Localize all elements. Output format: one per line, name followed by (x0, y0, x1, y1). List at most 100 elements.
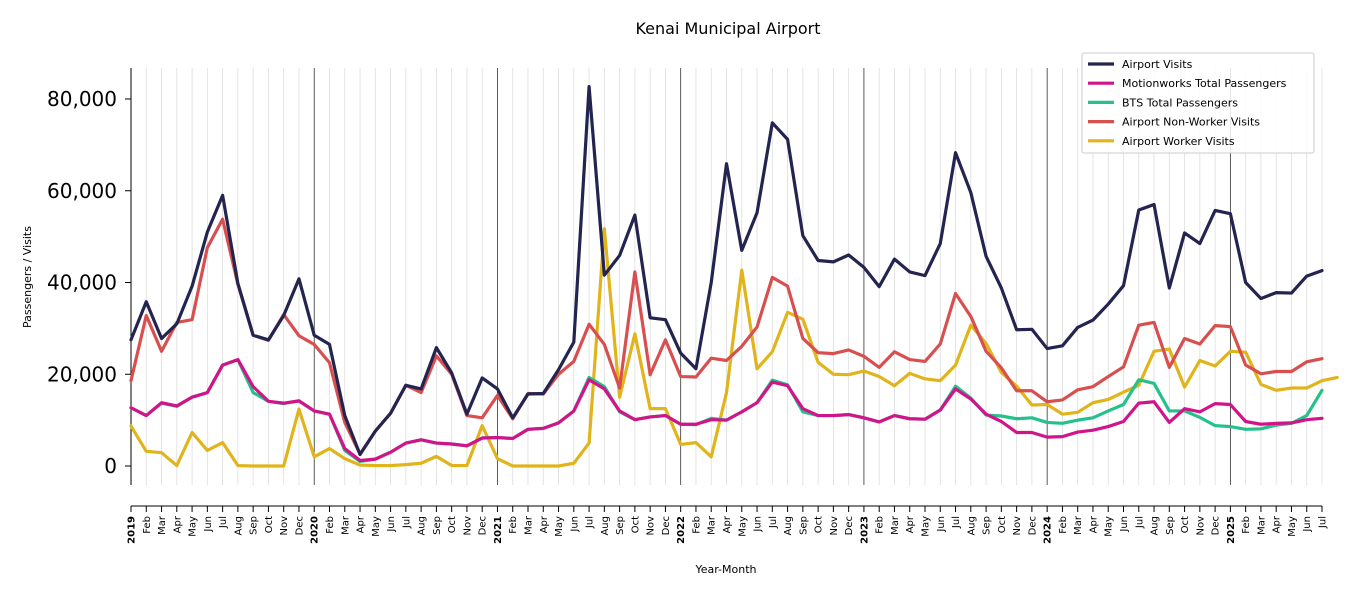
x-tick-label-month: May (921, 516, 932, 537)
x-tick-label-month: Jun (1302, 516, 1313, 533)
legend-label-motionworks-total-passengers: Motionworks Total Passengers (1122, 77, 1287, 90)
legend-items: Airport Visits Motionworks Total Passenge… (1088, 58, 1287, 148)
x-tick-label-month: Jul (1134, 516, 1145, 529)
x-tick-label-month: Dec (1211, 516, 1222, 535)
x-tick-label-month: Jul (1318, 516, 1329, 529)
x-tick-label-month: Dec (661, 516, 672, 535)
x-tick-label-month: Sep (1165, 516, 1176, 535)
x-tick-label-month: Aug (1150, 516, 1161, 536)
series-line-airport-visits (129, 85, 1324, 457)
x-tick-label-month: May (554, 516, 565, 537)
x-tick-label-month: Sep (432, 516, 443, 535)
y-tick-label: 0 (104, 454, 117, 478)
x-tick-label-month: Aug (600, 516, 611, 536)
x-tick-label-month: Dec (844, 516, 855, 535)
x-tick-label-year: 2021 (493, 516, 504, 544)
x-tick-label-month: Oct (1180, 516, 1191, 533)
x-tick-label-month: Jun (753, 516, 764, 533)
x-tick-label-month: Feb (691, 516, 702, 534)
x-tick-label-month: Apr (1272, 515, 1283, 533)
x-tick-label-month: Aug (966, 516, 977, 536)
series-line-motionworks-total-passengers (129, 357, 1324, 463)
x-tick-label-month: Feb (875, 516, 886, 534)
x-tick-label-year: 2025 (1226, 516, 1237, 544)
x-tick-label-month: Aug (233, 516, 244, 536)
legend-label-airport-visits: Airport Visits (1122, 58, 1193, 71)
x-tick-label-year: 2019 (127, 516, 138, 544)
x-tick-label-month: May (188, 516, 199, 537)
x-tick-label-month: May (1287, 516, 1298, 537)
x-tick-label-month: Feb (325, 516, 336, 534)
y-tick-label: 80,000 (47, 87, 117, 111)
x-tick-label-month: Mar (1256, 515, 1267, 535)
series-line-airport-non-worker-visits (129, 217, 1324, 456)
x-tick-label-month: Apr (539, 515, 550, 533)
x-tick-label-year: 2023 (859, 516, 870, 544)
x-tick-label-month: Jul (768, 516, 779, 529)
x-tick-label-month: Feb (1058, 516, 1069, 534)
x-tick-label-month: Apr (172, 515, 183, 533)
x-tick-label-month: Nov (1012, 516, 1023, 536)
x-tick-label-month: Sep (249, 516, 260, 535)
x-tick-label-month: Mar (524, 515, 535, 535)
x-tick-label-month: Mar (1073, 515, 1084, 535)
x-tick-label-month: May (1104, 516, 1115, 537)
y-tick-label: 60,000 (47, 179, 117, 203)
x-tick-label-month: Nov (279, 516, 290, 536)
x-tick-label-year: 2020 (310, 516, 321, 544)
x-axis: 2019 Feb Mar Apr May Jun Jul Aug Sep Oct Nov Dec 202… (127, 505, 1329, 544)
y-tick-label: 40,000 (47, 271, 117, 295)
x-tick-label-month: Oct (447, 516, 458, 533)
x-tick-label-month: Sep (615, 516, 626, 535)
x-tick-label-month: Apr (905, 515, 916, 533)
x-tick-label-month: Oct (264, 516, 275, 533)
x-tick-label-month: Jun (203, 516, 214, 533)
x-tick-label-month: Dec (1027, 516, 1038, 535)
x-tick-label-month: Nov (829, 516, 840, 536)
x-tick-label-year: 2024 (1043, 516, 1054, 544)
x-tick-label-month: Nov (646, 516, 657, 536)
x-tick-label-month: Feb (142, 516, 153, 534)
y-axis: 0 20,000 40,000 60,000 80,000 (47, 68, 132, 485)
x-tick-label-month: Jul (401, 516, 412, 529)
x-tick-label-month: Jun (386, 516, 397, 533)
x-tick-label-month: Feb (508, 516, 519, 534)
x-axis-label: Year-Month (694, 563, 756, 576)
x-tick-label-month: Mar (157, 515, 168, 535)
x-tick-label-month: Apr (356, 515, 367, 533)
x-tick-label-month: Apr (722, 515, 733, 533)
x-tick-label-month: Dec (294, 516, 305, 535)
y-axis-label: Passengers / Visits (21, 226, 34, 328)
x-tick-label-month: Jun (1119, 516, 1130, 533)
legend: Airport Visits Motionworks Total Passenge… (1081, 52, 1315, 154)
legend-label-airport-non-worker-visits: Airport Non-Worker Visits (1122, 116, 1260, 129)
x-tick-label-month: May (737, 516, 748, 537)
x-tick-label-month: Sep (982, 516, 993, 535)
legend-box (1081, 52, 1315, 154)
x-tick-label-month: Jul (585, 516, 596, 529)
x-tick-label-month: Mar (890, 515, 901, 535)
x-tick-label-month: Oct (814, 516, 825, 533)
chart-title: Kenai Municipal Airport (635, 19, 820, 38)
legend-label-bts-total-passengers: BTS Total Passengers (1122, 96, 1238, 109)
x-tick-label-month: Oct (630, 516, 641, 533)
x-tick-label-month: Mar (707, 515, 718, 535)
x-tick-label-month: Mar (340, 515, 351, 535)
x-tick-label-month: Sep (798, 516, 809, 535)
x-tick-label-month: Nov (462, 516, 473, 536)
x-tick-label-month: Jul (951, 516, 962, 529)
x-tick-label-month: Aug (783, 516, 794, 536)
x-tick-label-month: May (371, 516, 382, 537)
x-tick-label-month: Oct (997, 516, 1008, 533)
series-lines (129, 85, 1339, 468)
legend-label-airport-worker-visits: Airport Worker Visits (1122, 135, 1235, 148)
x-tick-label-month: Nov (1195, 516, 1206, 536)
x-tick-label-month: Apr (1088, 515, 1099, 533)
x-tick-label-month: Dec (478, 516, 489, 535)
x-tick-label-month: Aug (417, 516, 428, 536)
x-tick-label-month: Feb (1241, 516, 1252, 534)
x-tick-label-month: Jul (218, 516, 229, 529)
series-line-airport-worker-visits (129, 227, 1339, 468)
x-tick-label-month: Jun (569, 516, 580, 533)
